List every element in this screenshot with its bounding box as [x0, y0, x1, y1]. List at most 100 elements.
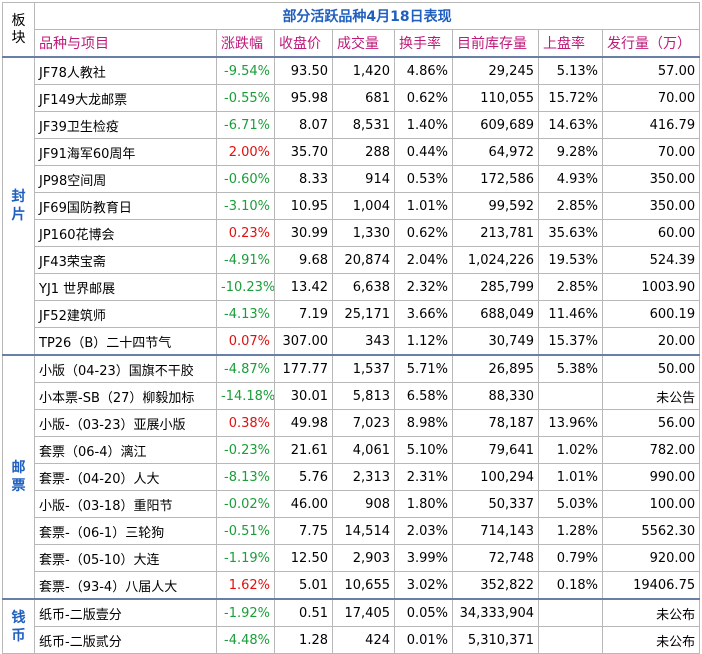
header-turnover: 换手率 — [394, 29, 453, 58]
table-row: YJ1 世界邮展 -10.23% 13.42 6,638 2.32% 285,799 2.8… — [3, 273, 701, 301]
cell-issue: 100.00 — [601, 490, 701, 518]
cell-stock: 5,310,371 — [452, 626, 539, 654]
cell-close: 9.68 — [274, 246, 333, 274]
cell-issue: 350.00 — [601, 192, 701, 220]
cell-change: -6.71% — [216, 111, 275, 139]
cell-stock: 110,055 — [452, 84, 539, 112]
cell-listing: 0.79% — [538, 544, 603, 572]
cell-change: -4.91% — [216, 246, 275, 274]
cell-listing: 5.03% — [538, 490, 603, 518]
cell-listing: 4.93% — [538, 165, 603, 193]
cell-turnover: 5.10% — [394, 436, 453, 464]
cell-stock: 50,337 — [452, 490, 539, 518]
sector-label-text: 钱币 — [11, 609, 26, 644]
header-listing: 上盘率 — [538, 29, 603, 58]
table-row: 套票-（05-10）大连 -1.19% 12.50 2,903 3.99% 72,748 0… — [3, 544, 701, 572]
cell-change: 0.38% — [216, 409, 275, 437]
cell-change: -3.10% — [216, 192, 275, 220]
cell-name: 小版-（03-18）重阳节 — [34, 490, 217, 518]
sector-label: 钱币 — [2, 598, 35, 654]
cell-name: 套票-（93-4）八届人大 — [34, 571, 217, 600]
cell-issue: 5562.30 — [601, 517, 701, 545]
table-row: 套票-（93-4）八届人大 1.62% 5.01 10,655 3.02% 352,822… — [3, 571, 701, 600]
table-row: JF91海军60周年 2.00% 35.70 288 0.44% 64,972 9.28% 7… — [3, 138, 701, 166]
cell-issue: 19406.75 — [601, 571, 701, 600]
cell-volume: 4,061 — [332, 436, 395, 464]
cell-name: 纸币-二版壹分 — [34, 598, 217, 627]
table-row: 小版-（03-18）重阳节 -0.02% 46.00 908 1.80% 50,337 5.… — [3, 490, 701, 518]
table-row: JF43荣宝斋 -4.91% 9.68 20,874 2.04% 1,024,226 19.… — [3, 246, 701, 274]
cell-name: JF43荣宝斋 — [34, 246, 217, 274]
header-volume: 成交量 — [332, 29, 395, 58]
cell-issue: 524.39 — [601, 246, 701, 274]
table-row: 套票-（04-20）人大 -8.13% 5.76 2,313 2.31% 100,294 1… — [3, 463, 701, 491]
cell-change: -0.23% — [216, 436, 275, 464]
cell-volume: 8,531 — [332, 111, 395, 139]
cell-name: TP26（B）二十四节气 — [34, 327, 217, 356]
table-title: 部分活跃品种4月18日表现 — [33, 2, 701, 30]
cell-change: -0.55% — [216, 84, 275, 112]
header-close: 收盘价 — [274, 29, 333, 58]
cell-turnover: 0.05% — [394, 598, 453, 627]
cell-name: 小版（04-23）国旗不干胶 — [34, 354, 217, 383]
cell-listing — [538, 598, 603, 627]
cell-close: 8.33 — [274, 165, 333, 193]
table-row: 邮票 小版（04-23）国旗不干胶 -4.87% 177.77 1,537 5.71% 26… — [2, 354, 701, 600]
cell-stock: 34,333,904 — [452, 598, 539, 627]
cell-issue: 1003.90 — [601, 273, 701, 301]
cell-name: JF78人教社 — [34, 56, 217, 85]
cell-turnover: 0.01% — [394, 626, 453, 654]
cell-issue: 50.00 — [601, 354, 701, 383]
cell-issue: 60.00 — [601, 219, 701, 247]
cell-change: -9.54% — [216, 56, 275, 85]
cell-listing: 2.85% — [538, 192, 603, 220]
cell-turnover: 1.40% — [394, 111, 453, 139]
table-row: JF39卫生检疫 -6.71% 8.07 8,531 1.40% 609,689 14.63… — [3, 111, 701, 139]
cell-listing: 5.13% — [538, 56, 603, 85]
cell-change: 2.00% — [216, 138, 275, 166]
cell-stock: 714,143 — [452, 517, 539, 545]
cell-volume: 424 — [332, 626, 395, 654]
cell-issue: 416.79 — [601, 111, 701, 139]
cell-stock: 99,592 — [452, 192, 539, 220]
cell-close: 93.50 — [274, 56, 333, 85]
cell-name: JP160花博会 — [34, 219, 217, 247]
cell-turnover: 0.62% — [394, 84, 453, 112]
cell-volume: 17,405 — [332, 598, 395, 627]
cell-issue: 70.00 — [601, 138, 701, 166]
cell-name: JF149大龙邮票 — [34, 84, 217, 112]
cell-close: 35.70 — [274, 138, 333, 166]
cell-change: -1.19% — [216, 544, 275, 572]
table-row: 套票-（06-1）三轮狗 -0.51% 7.75 14,514 2.03% 714,143… — [3, 517, 701, 545]
cell-close: 10.95 — [274, 192, 333, 220]
cell-listing: 9.28% — [538, 138, 603, 166]
cell-listing: 15.72% — [538, 84, 603, 112]
cell-listing: 15.37% — [538, 327, 603, 356]
cell-issue: 990.00 — [601, 463, 701, 491]
cell-volume: 6,638 — [332, 273, 395, 301]
cell-change: -4.87% — [216, 354, 275, 383]
cell-stock: 688,049 — [452, 300, 539, 328]
cell-stock: 88,330 — [452, 382, 539, 410]
cell-stock: 78,187 — [452, 409, 539, 437]
cell-close: 21.61 — [274, 436, 333, 464]
table-row: 封片 JF78人教社 -9.54% 93.50 1,420 4.86% 29,245 5.13… — [2, 56, 701, 356]
cell-volume: 908 — [332, 490, 395, 518]
cell-issue: 782.00 — [601, 436, 701, 464]
cell-turnover: 1.80% — [394, 490, 453, 518]
cell-change: -0.02% — [216, 490, 275, 518]
cell-close: 49.98 — [274, 409, 333, 437]
cell-name: 套票-（04-20）人大 — [34, 463, 217, 491]
cell-issue: 57.00 — [601, 56, 701, 85]
cell-issue: 未公布 — [601, 626, 701, 654]
cell-change: -8.13% — [216, 463, 275, 491]
cell-listing: 19.53% — [538, 246, 603, 274]
cell-volume: 914 — [332, 165, 395, 193]
cell-name: 纸币-二版贰分 — [34, 626, 217, 654]
cell-stock: 64,972 — [452, 138, 539, 166]
cell-listing: 14.63% — [538, 111, 603, 139]
cell-change: -4.48% — [216, 626, 275, 654]
cell-name: 套票-（05-10）大连 — [34, 544, 217, 572]
cell-stock: 29,245 — [452, 56, 539, 85]
cell-turnover: 2.32% — [394, 273, 453, 301]
